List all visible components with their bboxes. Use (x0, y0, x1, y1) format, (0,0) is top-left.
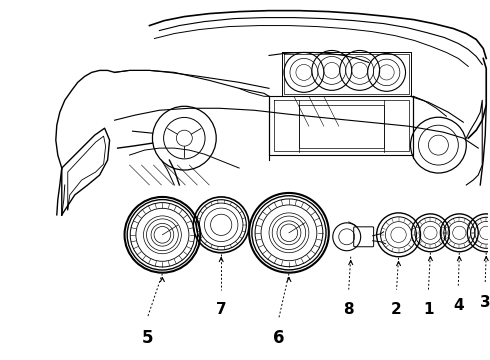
Text: 4: 4 (453, 298, 464, 312)
Text: 1: 1 (423, 302, 434, 316)
Text: 5: 5 (142, 329, 153, 347)
Text: 3: 3 (480, 294, 490, 310)
Text: 6: 6 (273, 329, 285, 347)
Text: 2: 2 (391, 302, 402, 316)
Text: 8: 8 (343, 302, 354, 316)
Text: 7: 7 (216, 302, 226, 316)
